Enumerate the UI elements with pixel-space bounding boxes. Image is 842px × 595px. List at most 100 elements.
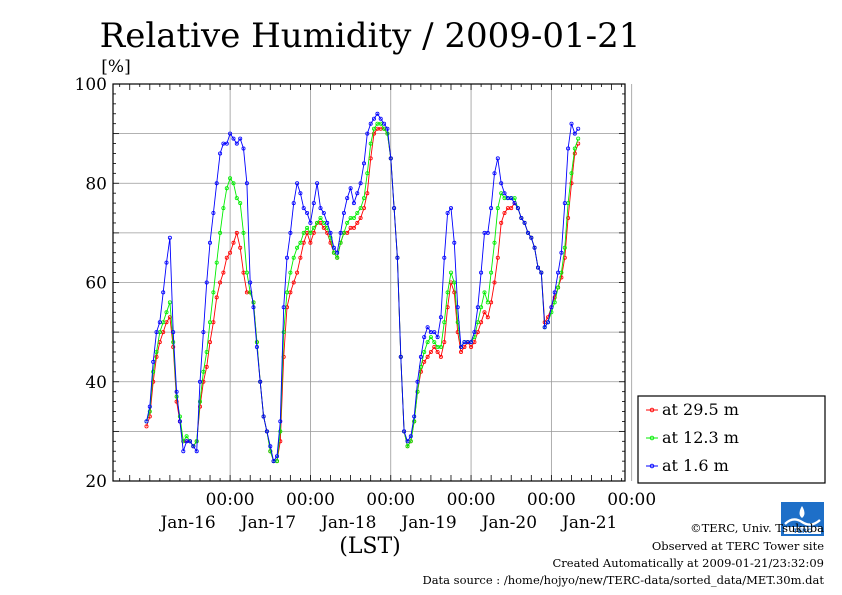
data-point: [351, 201, 356, 206]
data-point: [147, 409, 152, 414]
data-point: [452, 240, 457, 245]
data-point: [241, 230, 246, 235]
data-point: [469, 344, 474, 349]
data-point: [308, 240, 313, 245]
data-point: [167, 235, 172, 240]
data-point: [228, 176, 233, 181]
data-point: [556, 285, 561, 290]
data-point: [201, 330, 206, 335]
data-point: [298, 191, 303, 196]
data-point: [234, 141, 239, 146]
data-point: [301, 206, 306, 211]
data-point: [485, 230, 490, 235]
data-point: [228, 250, 233, 255]
data-point: [298, 255, 303, 260]
x-tick-time: 00:00: [607, 490, 656, 510]
data-point: [365, 191, 370, 196]
data-point: [207, 320, 212, 325]
data-point: [214, 260, 219, 265]
data-point: [318, 206, 323, 211]
data-point: [238, 245, 243, 250]
footer-copyright: ©TERC, Univ. Tsukuba: [690, 521, 824, 535]
data-point: [566, 146, 571, 151]
data-point: [368, 141, 373, 146]
data-point: [331, 245, 336, 250]
data-point: [442, 320, 447, 325]
x-tick-date: Jan-16: [158, 513, 215, 533]
data-point: [271, 459, 276, 464]
y-tick-label: 20: [85, 472, 107, 492]
data-point: [395, 255, 400, 260]
data-point: [291, 201, 296, 206]
data-point: [355, 191, 360, 196]
data-point: [244, 270, 249, 275]
data-point: [532, 245, 537, 250]
data-point: [248, 280, 253, 285]
data-point: [295, 270, 300, 275]
data-point: [311, 225, 316, 230]
y-axis-label: [%]: [101, 57, 130, 77]
data-point: [489, 206, 494, 211]
data-point: [144, 419, 149, 424]
data-point: [552, 290, 557, 295]
data-point: [408, 434, 413, 439]
data-point: [452, 280, 457, 285]
data-point: [432, 340, 437, 345]
data-point: [358, 181, 363, 186]
data-point: [268, 449, 273, 454]
data-point: [241, 146, 246, 151]
data-point: [358, 215, 363, 220]
data-point: [171, 340, 176, 345]
data-point: [438, 344, 443, 349]
data-point: [154, 354, 159, 359]
data-point: [308, 230, 313, 235]
data-point: [284, 255, 289, 260]
data-point: [295, 245, 300, 250]
data-point: [485, 315, 490, 320]
data-point: [341, 210, 346, 215]
data-point: [154, 330, 159, 335]
y-tick-label: 60: [85, 274, 107, 294]
data-point: [529, 235, 534, 240]
data-point: [238, 136, 243, 141]
x-tick-date: Jan-17: [239, 513, 296, 533]
data-point: [328, 235, 333, 240]
data-point: [361, 196, 366, 201]
data-point: [234, 196, 239, 201]
data-point: [495, 255, 500, 260]
data-point: [388, 156, 393, 161]
data-point: [164, 310, 169, 315]
terc-logo: TERC: [781, 502, 824, 536]
grid-lines: [113, 83, 633, 482]
data-point: [492, 280, 497, 285]
data-point: [536, 265, 541, 270]
y-tick-label: 100: [75, 75, 107, 95]
data-point: [171, 330, 176, 335]
x-tick-time: 00:00: [366, 490, 415, 510]
data-point: [499, 220, 504, 225]
data-point: [452, 290, 457, 295]
data-point: [442, 255, 447, 260]
data-point: [321, 210, 326, 215]
data-point: [472, 330, 477, 335]
data-point: [572, 131, 577, 136]
data-point: [211, 210, 216, 215]
legend-frame: [637, 395, 826, 484]
data-point: [482, 290, 487, 295]
data-point: [221, 270, 226, 275]
data-point: [556, 270, 561, 275]
data-point: [258, 379, 263, 384]
data-point: [576, 126, 581, 131]
data-point: [218, 230, 223, 235]
data-point: [519, 215, 524, 220]
logo-text: TERC: [793, 527, 812, 535]
data-point: [572, 146, 577, 151]
data-point: [469, 340, 474, 345]
data-point: [244, 181, 249, 186]
data-point: [412, 419, 417, 424]
data-point: [479, 270, 484, 275]
x-tick-time: 00:00: [447, 490, 496, 510]
series-2: [144, 111, 581, 464]
data-point: [164, 260, 169, 265]
data-point: [435, 349, 440, 354]
